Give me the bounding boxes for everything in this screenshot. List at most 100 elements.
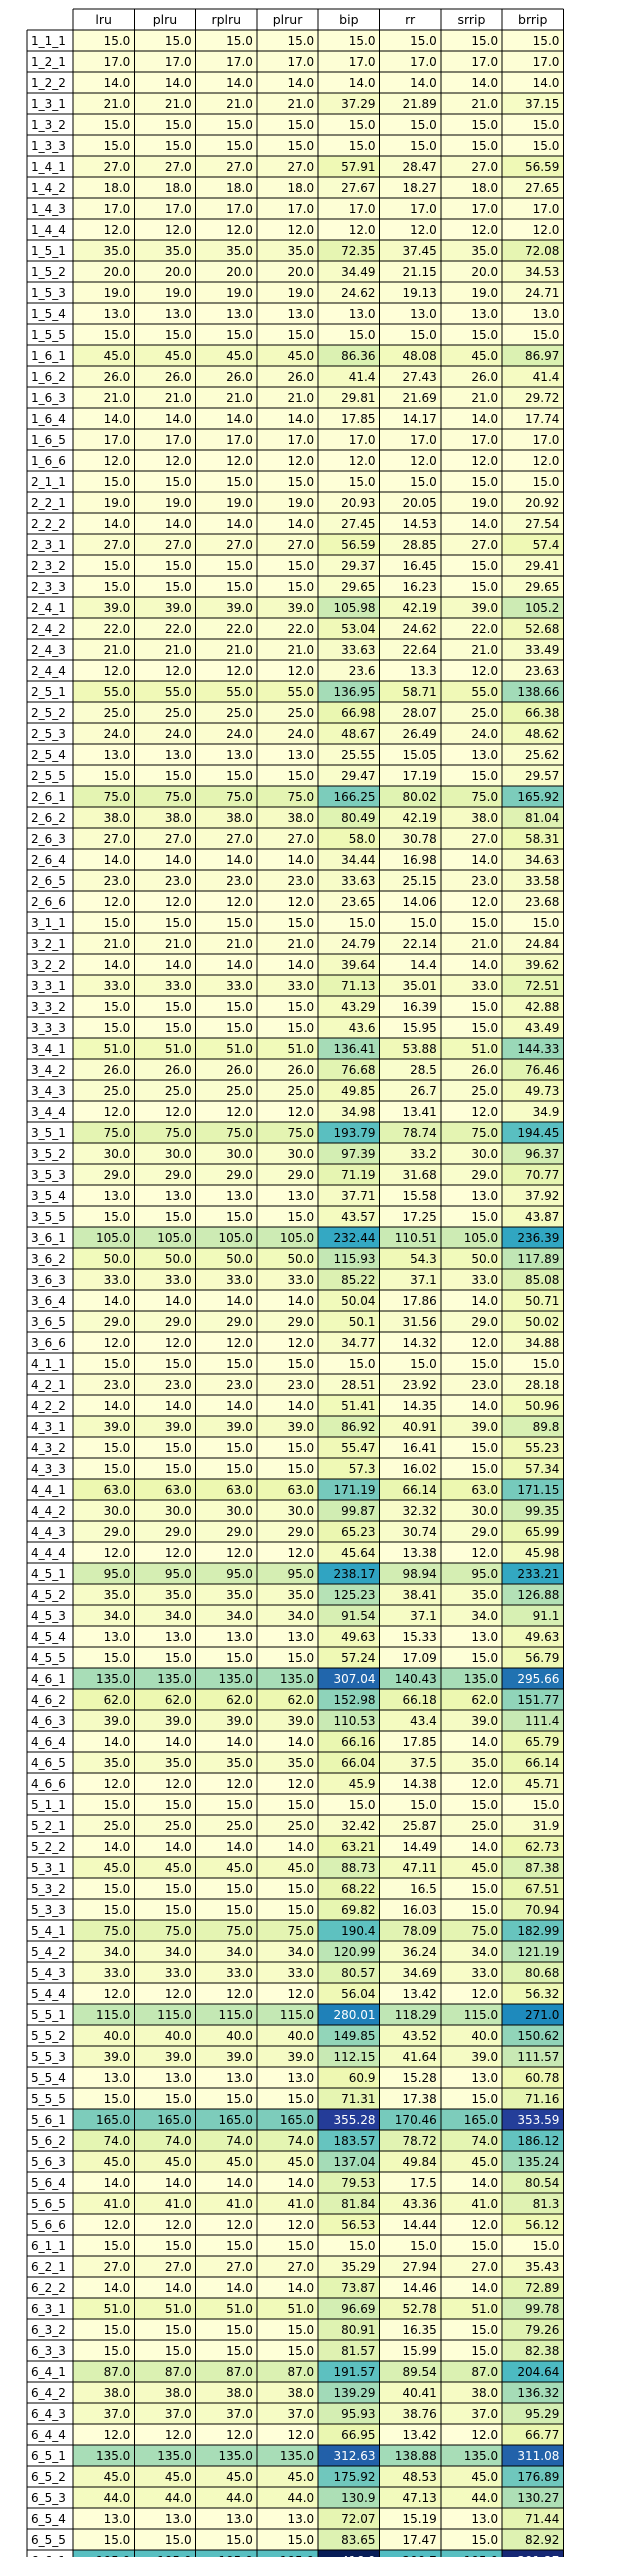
cell-value: 16.03 [402, 1903, 436, 1917]
heatmap-cell [502, 1080, 564, 1101]
heatmap-cell [195, 1626, 257, 1647]
heatmap-cell [73, 723, 135, 744]
cell-value: 15.0 [165, 769, 192, 783]
cell-value: 15.0 [471, 1210, 498, 1224]
cell-value: 19.0 [165, 286, 192, 300]
cell-value: 12.0 [104, 1336, 131, 1350]
heatmap-cell [256, 1311, 319, 1332]
cell-value: 171.15 [517, 1483, 559, 1497]
cell-value: 35.0 [226, 244, 253, 258]
heatmap-cell [195, 2508, 257, 2529]
heatmap-cell [256, 2319, 319, 2340]
heatmap-cell [379, 177, 441, 198]
heatmap-cell [379, 135, 441, 156]
heatmap-cell [502, 1059, 564, 1080]
heatmap-cell [195, 1437, 257, 1458]
cell-value: 29.41 [525, 559, 559, 573]
cell-value: 15.58 [402, 1189, 436, 1203]
cell-value: 53.88 [402, 1042, 436, 1056]
heatmap-cell [195, 282, 257, 303]
cell-value: 19.13 [402, 286, 436, 300]
heatmap-cell [440, 996, 503, 1017]
heatmap-cell [440, 1605, 503, 1626]
heatmap-cell [379, 408, 441, 429]
row-label: 4_3_3 [31, 1462, 66, 1476]
cell-value: 149.85 [334, 2029, 376, 2043]
heatmap-cell [134, 933, 196, 954]
heatmap-cell [318, 2487, 380, 2508]
cell-value: 30.78 [402, 832, 436, 846]
heatmap-cell [440, 345, 503, 366]
cell-value: 96.69 [341, 2302, 375, 2316]
cell-value: 15.0 [287, 118, 314, 132]
heatmap-cell [73, 1836, 135, 1857]
cell-value: 33.0 [226, 1966, 253, 1980]
cell-value: 15.0 [349, 916, 376, 930]
cell-value: 15.0 [104, 2323, 131, 2337]
cell-value: 85.08 [525, 1273, 559, 1287]
cell-value: 115.0 [280, 2008, 314, 2022]
heatmap-cell [134, 72, 196, 93]
cell-value: 15.0 [226, 34, 253, 48]
cell-value: 62.0 [287, 1693, 314, 1707]
heatmap-cell [318, 555, 380, 576]
cell-value: 29.37 [341, 559, 375, 573]
cell-value: 21.89 [402, 97, 436, 111]
heatmap-cell [134, 2172, 196, 2193]
cell-value: 236.39 [517, 1231, 559, 1245]
cell-value: 71.13 [341, 979, 375, 993]
heatmap-cell [502, 2466, 564, 2487]
cell-value: 14.0 [165, 1735, 192, 1749]
heatmap-cell [195, 1668, 257, 1689]
heatmap-cell [134, 1227, 196, 1248]
heatmap-cell [134, 1584, 196, 1605]
heatmap-cell [440, 2004, 503, 2025]
heatmap-cell [502, 2382, 564, 2403]
cell-value: 12.0 [165, 2218, 192, 2232]
heatmap-cell [440, 1626, 503, 1647]
cell-value: 35.01 [402, 979, 436, 993]
cell-value: 50.0 [287, 1252, 314, 1266]
cell-value: 17.85 [341, 412, 375, 426]
cell-value: 19.0 [471, 286, 498, 300]
heatmap-cell [73, 2130, 135, 2151]
cell-value: 34.0 [104, 1609, 131, 1623]
column-header-plrur: plrur [273, 12, 303, 27]
heatmap-cell [440, 93, 503, 114]
heatmap-cell [134, 1731, 196, 1752]
cell-value: 27.0 [104, 2260, 131, 2274]
heatmap-cell [73, 618, 135, 639]
heatmap-cell [502, 1605, 564, 1626]
heatmap-cell [134, 2550, 196, 2557]
row-label: 6_1_1 [31, 2239, 66, 2253]
heatmap-cell [73, 1794, 135, 1815]
cell-value: 86.97 [525, 349, 559, 363]
heatmap-cell [318, 1731, 380, 1752]
cell-value: 47.13 [402, 2491, 436, 2505]
heatmap-cell [440, 1227, 503, 1248]
cell-value: 15.0 [165, 139, 192, 153]
heatmap-cell [195, 1038, 257, 1059]
cell-value: 165.0 [157, 2113, 191, 2127]
heatmap-cell [440, 681, 503, 702]
heatmap-cell [134, 597, 196, 618]
cell-value: 78.72 [402, 2134, 436, 2148]
cell-value: 15.0 [104, 1882, 131, 1896]
row-label: 2_4_4 [31, 664, 66, 678]
heatmap-cell [440, 2424, 503, 2445]
heatmap-cell [73, 2277, 135, 2298]
cell-value: 15.0 [104, 559, 131, 573]
row-label: 2_3_3 [31, 580, 66, 594]
heatmap-cell [502, 723, 564, 744]
cell-value: 43.49 [525, 1021, 559, 1035]
cell-value: 39.0 [165, 2050, 192, 2064]
cell-value: 23.0 [287, 1378, 314, 1392]
cell-value: 24.62 [341, 286, 375, 300]
heatmap-cell [318, 2508, 380, 2529]
cell-value: 63.21 [341, 1840, 375, 1854]
cell-value: 14.0 [165, 1840, 192, 1854]
cell-value: 29.0 [104, 1168, 131, 1182]
cell-value: 13.0 [287, 1630, 314, 1644]
cell-value: 27.0 [226, 832, 253, 846]
cell-value: 56.59 [341, 538, 375, 552]
